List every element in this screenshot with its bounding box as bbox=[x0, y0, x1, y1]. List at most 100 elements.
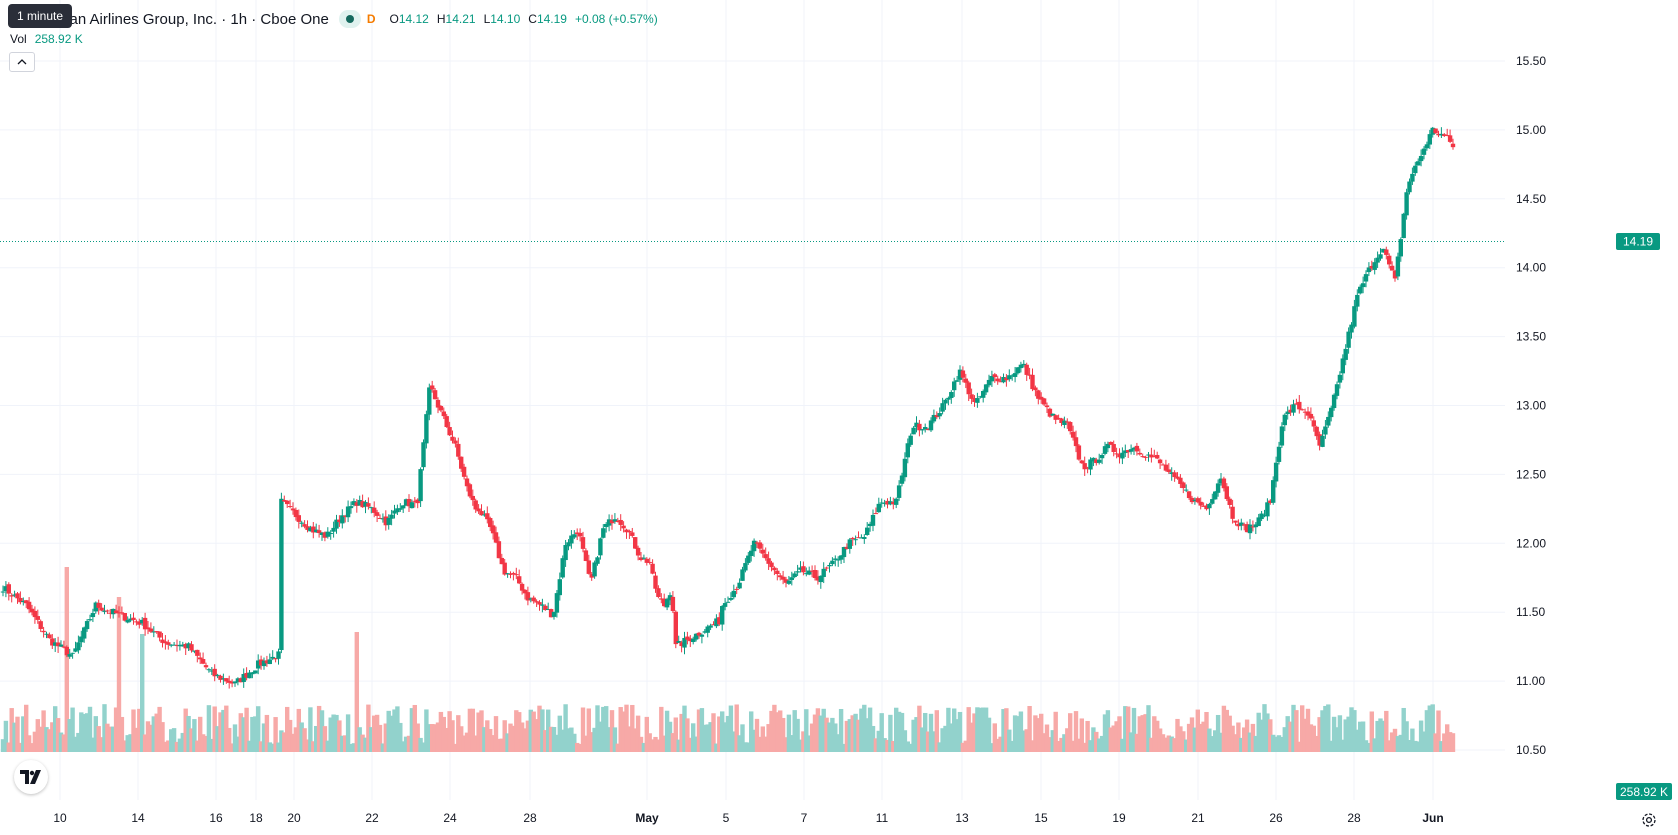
candle-body bbox=[186, 643, 191, 649]
volume-bar bbox=[67, 719, 72, 752]
volume-bar bbox=[1050, 730, 1055, 752]
volume-bar bbox=[229, 743, 235, 752]
candle-body bbox=[345, 506, 351, 518]
candle-body bbox=[1314, 426, 1319, 437]
volume-bar bbox=[508, 723, 513, 752]
volume-bar bbox=[1311, 725, 1316, 752]
volume-bar bbox=[627, 726, 632, 752]
volume-bar bbox=[215, 726, 220, 752]
candle-body bbox=[1178, 477, 1183, 484]
volume-bar bbox=[128, 734, 133, 752]
volume-bar bbox=[331, 714, 336, 752]
candle-body bbox=[1262, 515, 1267, 517]
volume-bar bbox=[737, 735, 742, 752]
candle-body bbox=[1018, 364, 1024, 369]
candle-body bbox=[998, 381, 1003, 383]
candle-body bbox=[1250, 526, 1256, 528]
candle-body bbox=[1128, 449, 1134, 452]
volume-bar bbox=[180, 732, 185, 752]
candle-body bbox=[653, 575, 658, 589]
volume-bar bbox=[1204, 711, 1209, 752]
volume-bar bbox=[1404, 721, 1409, 752]
candle-body bbox=[256, 660, 261, 669]
volume-bar bbox=[1308, 724, 1314, 752]
volume-bar bbox=[192, 719, 197, 752]
candle-body bbox=[1201, 505, 1206, 507]
volume-bar bbox=[612, 727, 618, 752]
candle-body bbox=[418, 469, 423, 502]
symbol-title[interactable]: can Airlines Group, Inc. · 1h · Cboe One bbox=[62, 10, 329, 28]
candle-body bbox=[1062, 420, 1067, 425]
candle-body bbox=[946, 397, 951, 400]
candle-body bbox=[650, 563, 655, 574]
candle-body bbox=[212, 668, 217, 677]
candle-body bbox=[18, 597, 23, 603]
collapse-legend-button[interactable] bbox=[9, 52, 35, 72]
market-status[interactable] bbox=[338, 10, 361, 28]
candle-body bbox=[340, 515, 345, 524]
volume-bar bbox=[998, 736, 1003, 752]
volume-bar bbox=[928, 713, 934, 752]
candle-body bbox=[952, 381, 957, 391]
candle-body bbox=[1221, 478, 1227, 489]
candle-body bbox=[592, 562, 597, 577]
candle-body bbox=[917, 423, 922, 431]
volume-bar bbox=[145, 721, 151, 752]
candle-body bbox=[1053, 415, 1058, 420]
volume-bar bbox=[166, 740, 171, 752]
candle-body bbox=[841, 547, 847, 558]
volume-bar bbox=[1041, 733, 1047, 752]
candle-body bbox=[775, 570, 780, 575]
volume-bar bbox=[899, 712, 905, 752]
candle-body bbox=[870, 514, 876, 526]
volume-bar bbox=[1111, 725, 1116, 752]
candle-body bbox=[438, 405, 444, 411]
legend-row: can Airlines Group, Inc. · 1h · Cboe One… bbox=[0, 8, 658, 30]
volume-bar bbox=[1230, 725, 1235, 752]
volume-bar bbox=[209, 738, 214, 752]
volume-bar bbox=[975, 707, 980, 752]
volume-bar bbox=[1073, 711, 1079, 752]
candle-body bbox=[360, 501, 365, 508]
volume-bar bbox=[949, 723, 954, 752]
candle-body bbox=[1207, 503, 1212, 509]
candle-body bbox=[244, 672, 249, 678]
volume-bar bbox=[377, 724, 383, 752]
interval-badge[interactable]: D bbox=[366, 12, 376, 26]
volume-bar bbox=[134, 727, 139, 752]
volume-bar bbox=[647, 733, 652, 752]
volume-bar bbox=[316, 705, 322, 752]
volume-bar bbox=[1213, 730, 1218, 752]
candle-body bbox=[180, 644, 185, 647]
candle-body bbox=[577, 532, 583, 537]
candle-body bbox=[459, 456, 464, 469]
volume-bar bbox=[992, 723, 997, 752]
candle-body bbox=[934, 415, 939, 418]
candle-body bbox=[403, 499, 409, 506]
volume-bar bbox=[859, 708, 864, 752]
candle-body bbox=[1375, 257, 1380, 263]
volume-bar bbox=[290, 733, 296, 752]
volume-bar bbox=[546, 709, 551, 752]
volume-bar bbox=[696, 709, 702, 752]
tradingview-logo[interactable] bbox=[14, 760, 48, 794]
volume-bar bbox=[847, 719, 852, 752]
candle-body bbox=[734, 588, 739, 590]
volume-bar bbox=[186, 715, 191, 752]
volume-bar bbox=[90, 737, 96, 752]
candle-body bbox=[896, 485, 902, 498]
candle-body bbox=[1308, 413, 1314, 419]
candle-body bbox=[299, 522, 304, 524]
candle-body bbox=[314, 529, 319, 533]
candle-body bbox=[1059, 418, 1064, 424]
candle-body bbox=[308, 527, 313, 532]
volume-bar bbox=[722, 722, 728, 752]
candle-body bbox=[366, 503, 371, 507]
candle-body bbox=[751, 540, 757, 552]
candle-body bbox=[705, 626, 710, 633]
chart-settings-icon[interactable] bbox=[1640, 811, 1658, 829]
y-tick-label: 15.50 bbox=[1516, 54, 1546, 68]
candle-body bbox=[502, 562, 507, 575]
volume-bar bbox=[708, 722, 713, 752]
